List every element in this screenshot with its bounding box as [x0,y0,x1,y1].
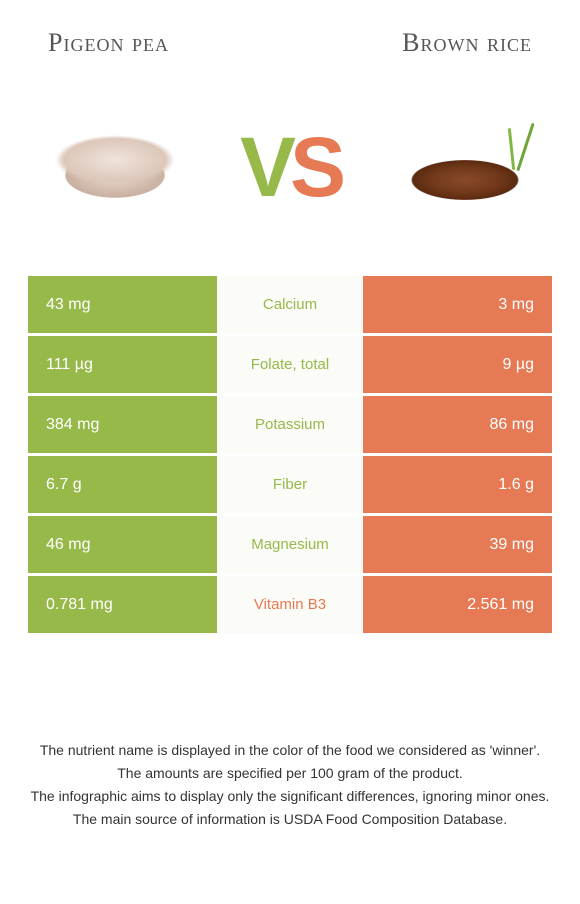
left-value-cell: 111 µg [28,336,217,393]
right-value-cell: 39 mg [363,516,552,573]
brown-rice-illustration [385,122,545,212]
nutrient-label-cell: Magnesium [217,516,364,573]
left-value-cell: 6.7 g [28,456,217,513]
hero-row: VS [0,58,580,248]
table-row: 111 µgFolate, total9 µg [28,336,552,393]
nutrient-label-cell: Potassium [217,396,364,453]
nutrient-label-cell: Calcium [217,276,364,333]
footer-line: The infographic aims to display only the… [24,786,556,807]
vs-s: S [290,125,340,209]
left-value-cell: 43 mg [28,276,217,333]
left-value-cell: 384 mg [28,396,217,453]
table-row: 0.781 mgVitamin B32.561 mg [28,576,552,633]
nutrient-label-cell: Fiber [217,456,364,513]
vs-label: VS [240,125,340,209]
pigeon-pea-illustration [35,127,195,207]
footer-line: The nutrient name is displayed in the co… [24,740,556,761]
right-value-cell: 9 µg [363,336,552,393]
footer-notes: The nutrient name is displayed in the co… [0,740,580,832]
header: Pigeon pea Brown rice [0,0,580,58]
table-row: 46 mgMagnesium39 mg [28,516,552,573]
footer-line: The main source of information is USDA F… [24,809,556,830]
table-row: 384 mgPotassium86 mg [28,396,552,453]
right-value-cell: 2.561 mg [363,576,552,633]
vs-v: V [240,125,290,209]
left-value-cell: 46 mg [28,516,217,573]
nutrient-table: 43 mgCalcium3 mg111 µgFolate, total9 µg3… [28,276,552,633]
left-value-cell: 0.781 mg [28,576,217,633]
right-food-image [380,112,550,222]
left-food-title: Pigeon pea [48,28,169,58]
table-row: 43 mgCalcium3 mg [28,276,552,333]
right-value-cell: 3 mg [363,276,552,333]
table-row: 6.7 gFiber1.6 g [28,456,552,513]
left-food-image [30,112,200,222]
rice-grains-icon [385,144,545,204]
nutrient-label-cell: Folate, total [217,336,364,393]
right-value-cell: 86 mg [363,396,552,453]
right-food-title: Brown rice [402,28,532,58]
nutrient-label-cell: Vitamin B3 [217,576,364,633]
footer-line: The amounts are specified per 100 gram o… [24,763,556,784]
right-value-cell: 1.6 g [363,456,552,513]
